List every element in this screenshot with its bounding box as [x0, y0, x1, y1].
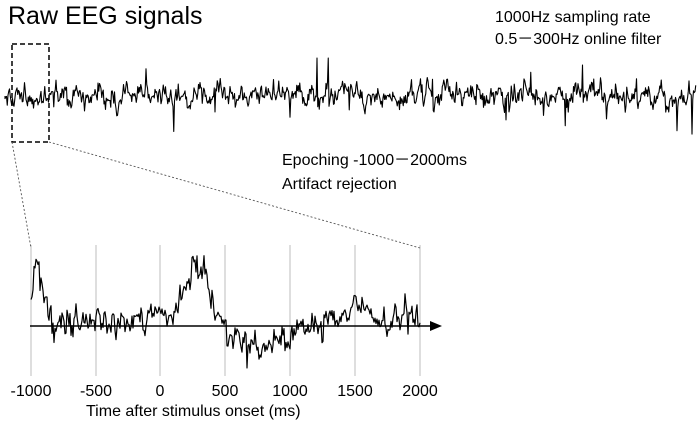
figure-title: Raw EEG signals [8, 2, 203, 30]
zoom-selection-box [11, 43, 50, 143]
x-tick-label: 1500 [337, 383, 373, 400]
x-tick-label: 2000 [402, 383, 438, 400]
zoom-connector-left [11, 141, 32, 249]
online-filter-label: 0.5－300Hz online filter [495, 31, 662, 48]
zoom-connector-right [48, 141, 421, 249]
sampling-rate-label: 1000Hz sampling rate [495, 9, 651, 26]
artifact-rejection-label: Artifact rejection [282, 176, 397, 193]
x-tick-label: 0 [155, 383, 165, 400]
x-tick-label: -1000 [10, 383, 52, 400]
x-tick-label: -500 [79, 383, 113, 400]
raw-eeg-trace [4, 57, 697, 135]
x-axis-label: Time after stimulus onset (ms) [86, 403, 301, 420]
x-tick-label: 1000 [272, 383, 308, 400]
epoch-eeg-trace [30, 255, 421, 369]
x-tick-label: 500 [211, 383, 239, 400]
time-axis-arrowhead [430, 321, 442, 331]
epoching-label: Epoching -1000－2000ms [282, 152, 468, 169]
